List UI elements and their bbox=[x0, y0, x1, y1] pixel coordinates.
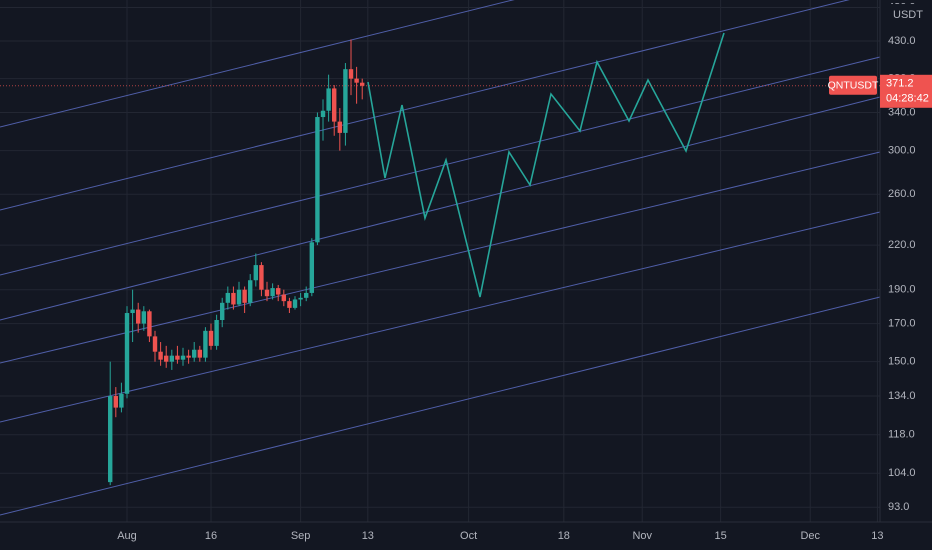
x-tick-label: Oct bbox=[460, 530, 477, 542]
channel-line bbox=[0, 56, 881, 276]
candle-body bbox=[276, 288, 281, 295]
candle-body bbox=[220, 302, 225, 321]
drawings bbox=[0, 0, 881, 516]
y-tick-label: 220.0 bbox=[888, 239, 916, 251]
x-tick-label: Dec bbox=[800, 530, 820, 542]
channel-line bbox=[0, 96, 881, 321]
candle-body bbox=[326, 88, 331, 111]
grid bbox=[0, 0, 880, 522]
channel-line bbox=[0, 296, 881, 516]
candle-body bbox=[281, 294, 287, 302]
y-tick-label: 104.0 bbox=[888, 467, 916, 479]
candle-body bbox=[304, 292, 309, 298]
countdown-label: 04:28:42 bbox=[886, 93, 929, 105]
y-tick-label: 340.0 bbox=[888, 106, 916, 118]
candle-body bbox=[320, 110, 326, 118]
y-tick-label: 260.0 bbox=[888, 188, 916, 200]
x-tick-label: 15 bbox=[714, 530, 726, 542]
channel-line bbox=[0, 0, 850, 211]
candle-body bbox=[113, 396, 119, 408]
candle-body bbox=[253, 265, 259, 281]
candle-body bbox=[348, 69, 354, 79]
x-tick-label: 18 bbox=[558, 530, 570, 542]
candle-body bbox=[287, 301, 292, 308]
candle-body bbox=[180, 355, 186, 360]
candle-body bbox=[231, 292, 236, 305]
candle-body bbox=[343, 69, 348, 133]
y-tick-label: 170.0 bbox=[888, 317, 916, 329]
candle-body bbox=[175, 355, 180, 360]
channel-line bbox=[0, 151, 881, 364]
y-tick-label: 118.0 bbox=[888, 429, 915, 441]
candles bbox=[108, 39, 365, 486]
price-labels: QNTUSDT 371.2 04:28:42 bbox=[0, 74, 932, 108]
x-tick-label: Aug bbox=[117, 530, 137, 542]
candle-body bbox=[169, 355, 175, 362]
y-tick-label: 93.0 bbox=[888, 501, 909, 513]
candle-body bbox=[192, 349, 197, 358]
candle-body bbox=[337, 121, 343, 133]
candle-body bbox=[298, 297, 303, 300]
x-tick-label: 13 bbox=[871, 530, 883, 542]
axes: 480.0430.0380.0340.0300.0260.0220.0190.0… bbox=[117, 1, 915, 541]
candle-body bbox=[242, 289, 247, 303]
y-tick-label: 430.0 bbox=[888, 35, 916, 47]
candle-body bbox=[124, 313, 130, 394]
candle-body bbox=[208, 330, 214, 346]
candle-body bbox=[130, 309, 135, 314]
symbol-badge bbox=[829, 75, 877, 95]
candle-body bbox=[119, 393, 124, 408]
y-tick-label: 190.0 bbox=[888, 284, 916, 296]
candle-body bbox=[309, 242, 315, 293]
candle-body bbox=[259, 265, 264, 290]
candle-body bbox=[236, 289, 242, 305]
candle-body bbox=[197, 349, 203, 358]
candle-body bbox=[147, 311, 152, 337]
last-price-label: 371.2 bbox=[886, 78, 914, 90]
candle-body bbox=[264, 289, 270, 297]
y-tick-label: 150.0 bbox=[888, 356, 916, 368]
currency-label: USDT bbox=[893, 9, 923, 21]
symbol-label: QNTUSDT bbox=[828, 80, 879, 92]
candle-body bbox=[270, 288, 275, 297]
candle-body bbox=[186, 355, 191, 358]
candle-body bbox=[354, 78, 359, 83]
currency-box bbox=[886, 4, 926, 26]
x-tick-label: Nov bbox=[632, 530, 652, 542]
x-tick-label: Sep bbox=[291, 530, 311, 542]
x-tick-label: 16 bbox=[205, 530, 217, 542]
candle-body bbox=[108, 396, 113, 483]
candle-body bbox=[360, 82, 365, 86]
y-tick-label: 134.0 bbox=[888, 390, 916, 402]
price-badge bbox=[880, 74, 932, 108]
candle-body bbox=[141, 311, 147, 324]
candle-body bbox=[152, 336, 158, 352]
candle-body bbox=[164, 355, 169, 362]
channel-line bbox=[0, 211, 881, 423]
candle-body bbox=[332, 88, 337, 122]
x-tick-label: 13 bbox=[362, 530, 374, 542]
candle-body bbox=[203, 330, 208, 358]
y-tick-label: 300.0 bbox=[888, 145, 916, 157]
channel-line bbox=[0, 0, 515, 128]
candle-body bbox=[225, 292, 231, 303]
candle-body bbox=[315, 117, 320, 243]
candle-body bbox=[214, 320, 219, 346]
candle-body bbox=[292, 299, 298, 308]
projection-path bbox=[367, 32, 725, 298]
candle-body bbox=[158, 351, 163, 360]
candle-body bbox=[248, 280, 253, 303]
candle-body bbox=[136, 309, 141, 324]
